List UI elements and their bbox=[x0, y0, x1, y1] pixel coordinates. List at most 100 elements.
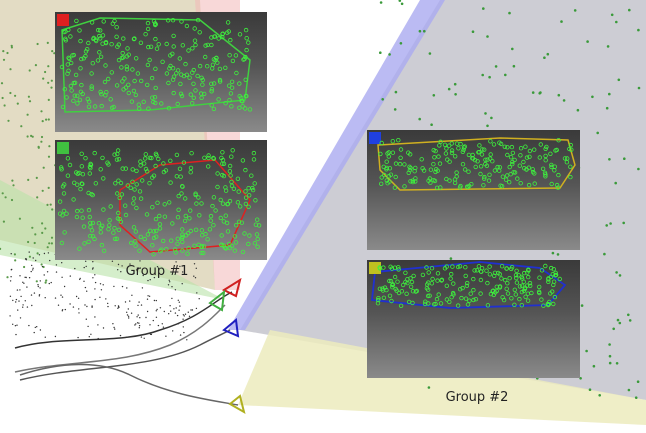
point bbox=[58, 305, 59, 306]
point bbox=[62, 296, 63, 297]
point bbox=[177, 315, 178, 316]
point bbox=[142, 287, 143, 288]
point bbox=[450, 257, 453, 260]
point bbox=[120, 271, 121, 272]
point bbox=[608, 158, 611, 161]
point bbox=[379, 51, 382, 54]
point bbox=[35, 64, 37, 66]
point bbox=[41, 232, 43, 234]
point bbox=[395, 91, 398, 94]
point bbox=[95, 282, 96, 283]
trajectory bbox=[20, 364, 238, 405]
point bbox=[64, 286, 65, 287]
point bbox=[114, 328, 115, 329]
point bbox=[574, 9, 577, 12]
point bbox=[145, 317, 146, 318]
point bbox=[637, 168, 640, 171]
point bbox=[22, 307, 23, 308]
point bbox=[169, 305, 170, 306]
point bbox=[27, 241, 29, 243]
point bbox=[637, 380, 640, 383]
point bbox=[47, 271, 48, 272]
point bbox=[89, 336, 90, 337]
point bbox=[94, 274, 95, 275]
point bbox=[128, 308, 129, 309]
point bbox=[179, 305, 180, 306]
point bbox=[51, 242, 53, 244]
point bbox=[39, 254, 40, 255]
point bbox=[184, 315, 185, 316]
point bbox=[55, 297, 56, 298]
point bbox=[45, 337, 46, 338]
point bbox=[36, 280, 38, 282]
point bbox=[28, 325, 29, 326]
point bbox=[29, 100, 31, 102]
point bbox=[399, 0, 402, 2]
point bbox=[508, 12, 511, 15]
point bbox=[609, 222, 612, 225]
point bbox=[15, 334, 16, 335]
point bbox=[45, 282, 47, 284]
point bbox=[141, 304, 142, 305]
point bbox=[178, 300, 179, 301]
point bbox=[44, 274, 45, 275]
trajectory bbox=[15, 292, 232, 348]
point bbox=[19, 218, 21, 220]
point bbox=[73, 306, 74, 307]
point bbox=[92, 268, 93, 269]
point bbox=[147, 299, 148, 300]
point bbox=[86, 319, 87, 320]
point bbox=[1, 82, 3, 84]
point bbox=[118, 264, 119, 265]
point bbox=[78, 298, 79, 299]
point bbox=[156, 300, 157, 301]
point bbox=[15, 301, 16, 302]
point bbox=[24, 277, 25, 278]
point bbox=[144, 338, 145, 339]
point bbox=[5, 196, 7, 198]
point bbox=[147, 280, 148, 281]
point bbox=[34, 332, 35, 333]
point bbox=[48, 187, 50, 189]
point bbox=[62, 309, 63, 310]
point bbox=[11, 253, 12, 254]
point bbox=[165, 336, 166, 337]
point bbox=[614, 182, 617, 185]
point bbox=[27, 135, 29, 137]
point bbox=[160, 307, 161, 308]
point bbox=[34, 233, 36, 235]
point bbox=[100, 283, 101, 284]
point bbox=[47, 65, 49, 67]
point bbox=[400, 42, 403, 45]
point bbox=[619, 274, 622, 277]
point bbox=[16, 299, 17, 300]
point bbox=[99, 297, 100, 298]
point bbox=[394, 108, 397, 111]
point bbox=[156, 317, 157, 318]
point bbox=[158, 325, 159, 326]
figure: Group #1 Group #2 bbox=[0, 0, 646, 433]
point bbox=[113, 286, 114, 287]
point bbox=[92, 261, 93, 262]
point bbox=[61, 262, 62, 263]
point bbox=[31, 265, 32, 266]
point bbox=[14, 259, 16, 261]
point bbox=[126, 312, 127, 313]
point bbox=[192, 309, 193, 310]
point bbox=[9, 68, 11, 70]
point bbox=[147, 311, 148, 312]
point bbox=[637, 29, 640, 32]
point bbox=[611, 14, 614, 17]
point bbox=[454, 83, 457, 86]
point bbox=[188, 312, 189, 313]
point bbox=[619, 322, 622, 325]
point bbox=[423, 30, 426, 33]
point bbox=[429, 52, 432, 55]
point bbox=[65, 309, 66, 310]
point bbox=[482, 7, 485, 10]
point bbox=[101, 289, 102, 290]
point bbox=[608, 343, 611, 346]
point bbox=[186, 339, 187, 340]
point bbox=[103, 327, 104, 328]
point bbox=[638, 87, 641, 90]
